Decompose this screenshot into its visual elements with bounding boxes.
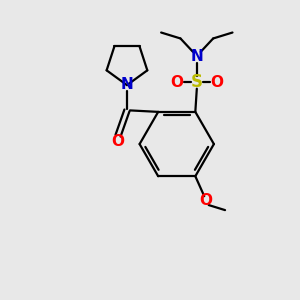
Text: S: S (191, 73, 203, 91)
Text: O: O (112, 134, 124, 148)
Text: N: N (121, 77, 133, 92)
Text: N: N (190, 50, 203, 64)
Text: O: O (199, 193, 212, 208)
Text: O: O (170, 75, 183, 90)
Text: O: O (210, 75, 223, 90)
